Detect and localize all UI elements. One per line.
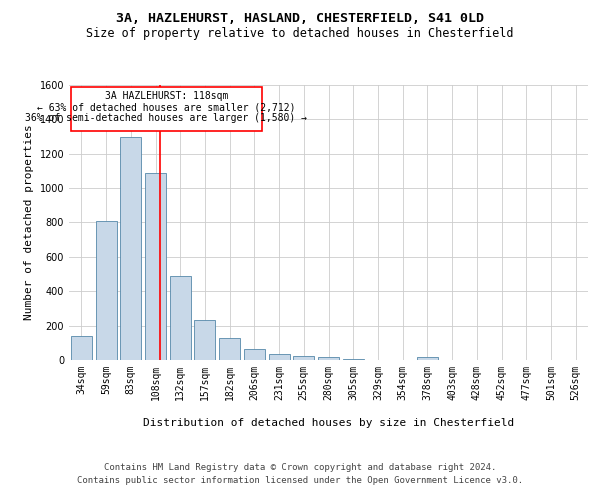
Bar: [417, 358, 438, 360]
Bar: [293, 356, 314, 360]
Text: 36% of semi-detached houses are larger (1,580) →: 36% of semi-detached houses are larger (…: [25, 114, 307, 124]
Y-axis label: Number of detached properties: Number of detached properties: [24, 124, 34, 320]
Bar: [194, 320, 215, 360]
Bar: [71, 86, 262, 132]
Bar: [343, 359, 364, 360]
Text: Size of property relative to detached houses in Chesterfield: Size of property relative to detached ho…: [86, 28, 514, 40]
Bar: [318, 358, 339, 360]
Text: 3A HAZLEHURST: 118sqm: 3A HAZLEHURST: 118sqm: [104, 91, 228, 101]
Text: Contains public sector information licensed under the Open Government Licence v3: Contains public sector information licen…: [77, 476, 523, 485]
Bar: [120, 136, 141, 360]
Bar: [145, 172, 166, 360]
Bar: [244, 349, 265, 360]
Text: Distribution of detached houses by size in Chesterfield: Distribution of detached houses by size …: [143, 418, 514, 428]
Text: 3A, HAZLEHURST, HASLAND, CHESTERFIELD, S41 0LD: 3A, HAZLEHURST, HASLAND, CHESTERFIELD, S…: [116, 12, 484, 26]
Text: Contains HM Land Registry data © Crown copyright and database right 2024.: Contains HM Land Registry data © Crown c…: [104, 462, 496, 471]
Bar: [71, 336, 92, 360]
Bar: [95, 221, 116, 360]
Bar: [269, 354, 290, 360]
Bar: [219, 338, 240, 360]
Bar: [170, 276, 191, 360]
Text: ← 63% of detached houses are smaller (2,712): ← 63% of detached houses are smaller (2,…: [37, 102, 296, 112]
